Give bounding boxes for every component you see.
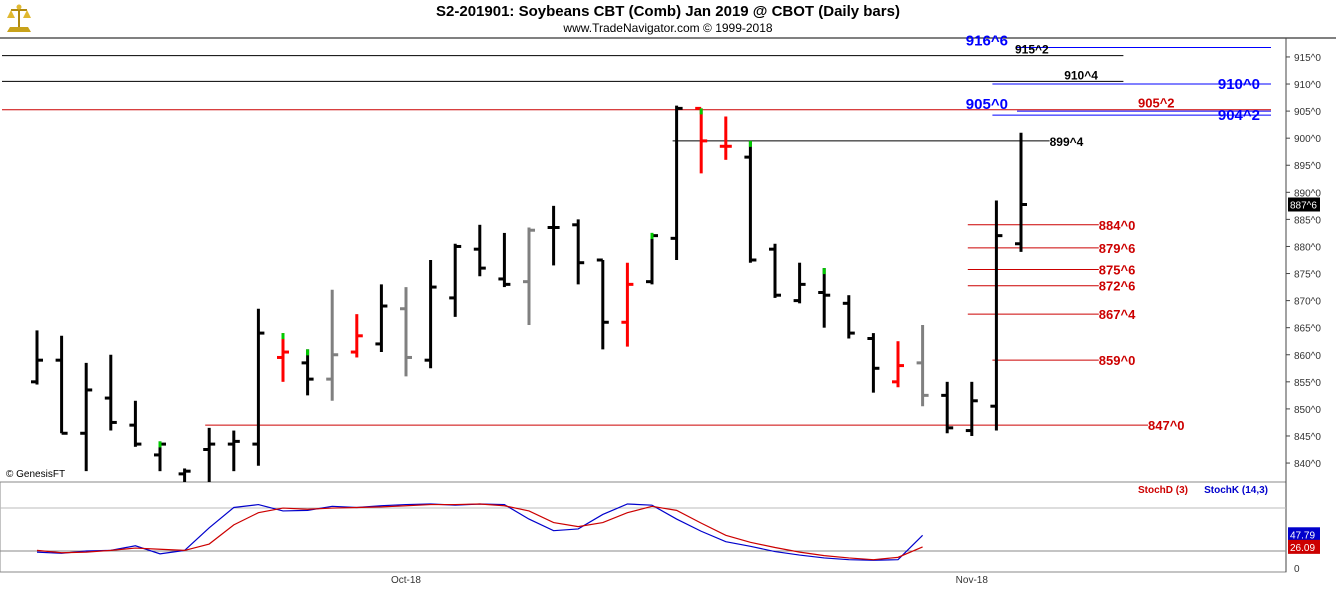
- level-label: 899^4: [1050, 135, 1084, 149]
- level-label: 904^2: [1218, 107, 1260, 124]
- chart-subtitle: www.TradeNavigator.com © 1999-2018: [563, 21, 773, 35]
- gold-trophy-logo-icon: [7, 4, 31, 32]
- level-label: 910^0: [1218, 76, 1260, 93]
- level-label: 879^6: [1099, 241, 1136, 256]
- level-label: 916^6: [966, 32, 1008, 49]
- level-label: 872^6: [1099, 279, 1136, 294]
- price-axis-tick-label: 870^0: [1294, 297, 1321, 308]
- stochD-line: [36, 503, 923, 561]
- stoch-value-label: 47.79: [1290, 530, 1315, 541]
- level-label: 867^4: [1099, 307, 1136, 322]
- stoch-axis-zero: 0: [1294, 564, 1300, 575]
- chart-title: S2-201901: Soybeans CBT (Comb) Jan 2019 …: [436, 3, 900, 20]
- level-label: 859^0: [1099, 353, 1136, 368]
- price-axis-tick-label: 905^0: [1294, 107, 1321, 118]
- price-axis-tick-label: 890^0: [1294, 188, 1321, 199]
- price-axis-tick-label: 885^0: [1294, 215, 1321, 226]
- price-axis-tick-label: 840^0: [1294, 459, 1321, 470]
- price-axis-tick-label: 855^0: [1294, 378, 1321, 389]
- stoch-value-label: 26.09: [1290, 543, 1315, 554]
- stochK-legend: StochK (14,3): [1204, 485, 1268, 496]
- stochK-line: [36, 503, 924, 561]
- date-axis-label: Nov-18: [956, 575, 989, 586]
- price-axis-tick-label: 875^0: [1294, 270, 1321, 281]
- stoch-value-box: [1288, 527, 1320, 542]
- price-axis-tick-label: 915^0: [1294, 53, 1321, 64]
- price-axis-tick-label: 910^0: [1294, 80, 1321, 91]
- stochD-legend: StochD (3): [1138, 485, 1188, 496]
- level-label: 905^2: [1138, 96, 1175, 111]
- price-axis-tick-label: 895^0: [1294, 161, 1321, 172]
- level-label: 910^4: [1064, 68, 1098, 82]
- stochastic-panel-frame: [0, 481, 1287, 573]
- stoch-value-box: [1288, 539, 1320, 554]
- last-price-box: [1288, 197, 1320, 212]
- level-label: 905^0: [966, 96, 1008, 113]
- price-axis-tick-label: 850^0: [1294, 405, 1321, 416]
- price-axis-tick-label: 880^0: [1294, 242, 1321, 253]
- level-label: 884^0: [1099, 218, 1136, 233]
- price-axis-tick-label: 845^0: [1294, 432, 1321, 443]
- watermark-text: © GenesisFT: [6, 469, 66, 480]
- last-price-label: 887^6: [1290, 201, 1317, 212]
- level-label: 915^2: [1015, 43, 1049, 57]
- date-axis-label: Oct-18: [391, 575, 421, 586]
- price-axis-tick-label: 900^0: [1294, 134, 1321, 145]
- price-axis-tick-label: 860^0: [1294, 351, 1321, 362]
- level-label: 875^6: [1099, 262, 1136, 277]
- level-label: 847^0: [1148, 418, 1185, 433]
- price-axis-tick-label: 865^0: [1294, 324, 1321, 335]
